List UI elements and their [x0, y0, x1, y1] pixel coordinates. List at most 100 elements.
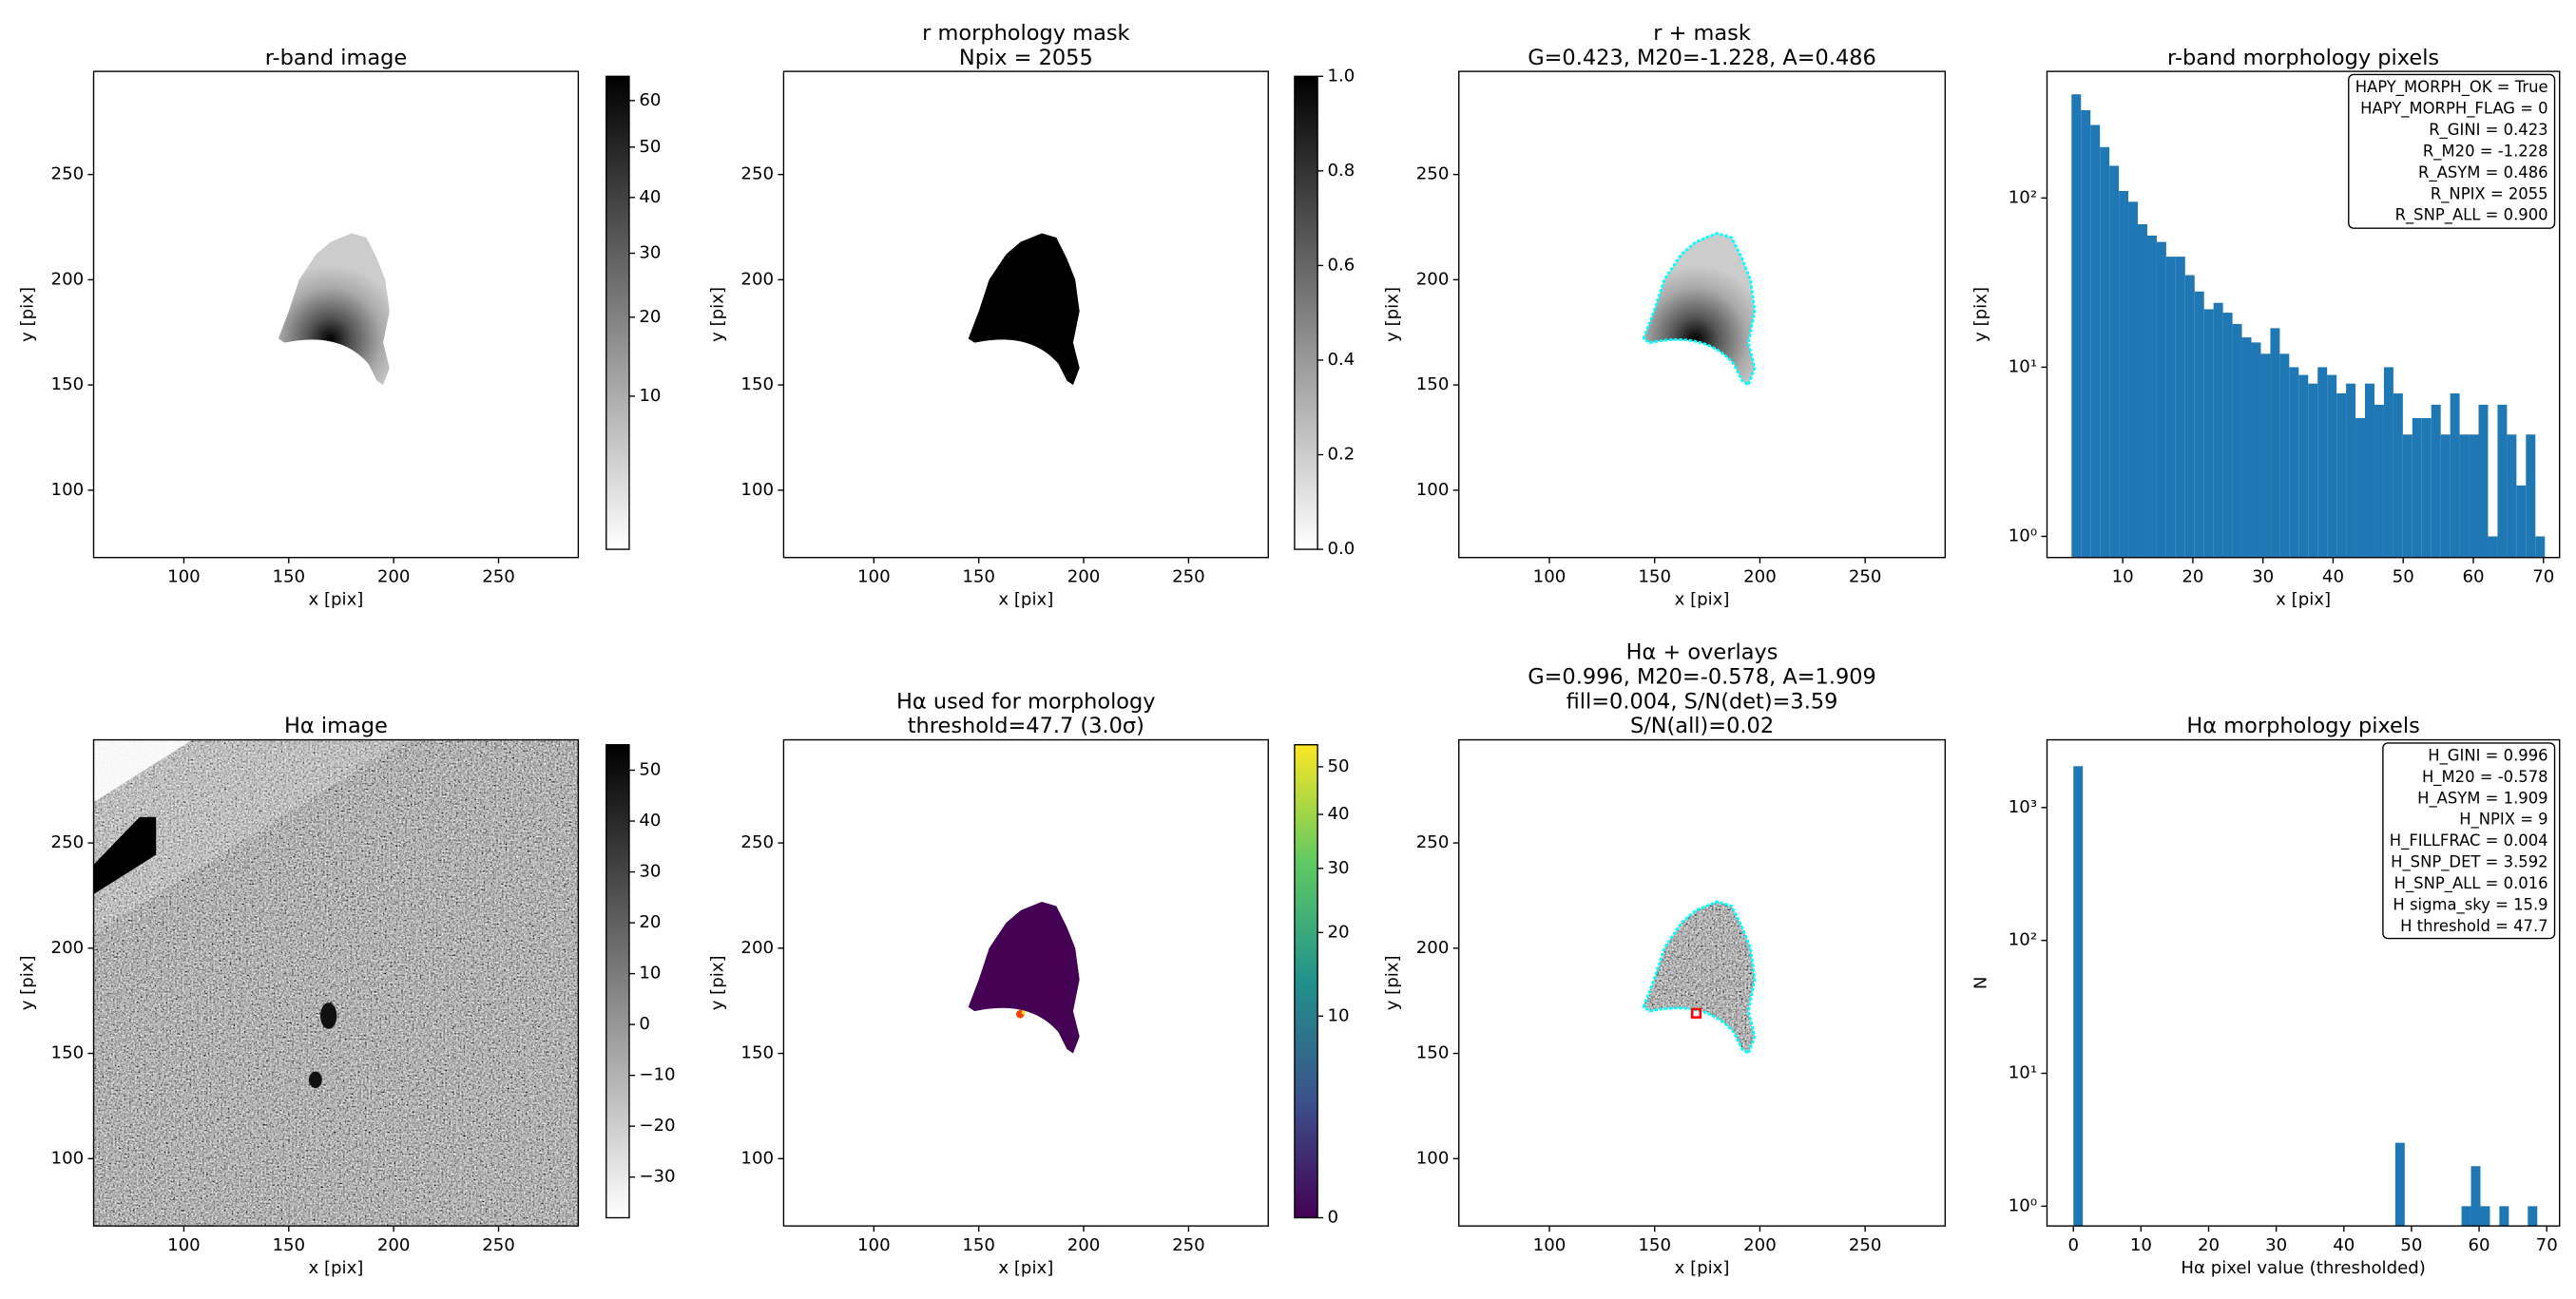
x-tick-label: 100: [1533, 1235, 1567, 1255]
colorbar-tick-label: 10: [639, 386, 661, 406]
y-axis-label: N: [1970, 977, 1990, 990]
axes-frame: [92, 738, 580, 1227]
panel-title: Hα + overlays: [1626, 640, 1778, 664]
x-tick-label: 150: [1638, 566, 1671, 586]
x-axis-label: x [pix]: [308, 590, 363, 610]
bar: [2317, 367, 2328, 558]
bar: [2480, 1206, 2490, 1227]
bar: [2175, 257, 2185, 558]
bar: [2298, 374, 2309, 558]
y-tick-label: 150: [1416, 1043, 1450, 1063]
colorbar-tick-label: 60: [639, 90, 661, 110]
colorbar-tick-label: 40: [639, 187, 661, 207]
bar: [2365, 383, 2374, 558]
stats-line: R_NPIX = 2055: [2431, 184, 2548, 203]
y-tick-label: 200: [740, 938, 774, 958]
colorbar-tick-label: 50: [639, 760, 661, 780]
stats-line: H_FILLFRAC = 0.004: [2390, 831, 2548, 850]
colorbar-tick-label: 10: [1327, 1005, 1349, 1025]
y-axis-label: y [pix]: [1970, 287, 1990, 342]
x-tick-label: 200: [1067, 1235, 1101, 1255]
x-tick-label: 100: [857, 1235, 891, 1255]
x-tick-label: 200: [1743, 566, 1777, 586]
y-tick-label: 10²: [2009, 187, 2037, 207]
x-tick-label: 250: [482, 566, 515, 586]
colorbar-tick-label: 10: [639, 964, 661, 984]
axes-frame: [92, 70, 580, 559]
y-tick-label: 10⁰: [2009, 525, 2037, 545]
stats-line: H_SNP_ALL = 0.016: [2394, 874, 2548, 893]
y-tick-label: 10²: [2009, 930, 2037, 950]
y-axis-label: y [pix]: [707, 955, 727, 1010]
x-tick-label: 150: [962, 566, 995, 586]
stats-line: R_M20 = -1.228: [2423, 142, 2548, 161]
x-axis-label: x [pix]: [998, 1258, 1053, 1278]
colorbar-tick-label: 0.4: [1327, 350, 1355, 370]
bar: [2194, 291, 2204, 558]
stats-box-frame: [2348, 73, 2556, 229]
y-tick-label: 10³: [2009, 797, 2037, 817]
bar: [2241, 337, 2252, 558]
stats-line: H_M20 = -0.578: [2422, 768, 2548, 787]
stats-line: HAPY_MORPH_OK = True: [2355, 78, 2548, 97]
bar: [2090, 124, 2101, 558]
x-tick-label: 40: [2333, 1235, 2355, 1255]
y-tick-label: 100: [51, 480, 85, 500]
bar: [2497, 404, 2508, 558]
colorbar-tick-label: 0: [1327, 1207, 1338, 1227]
colorbar: [1294, 75, 1318, 550]
stats-line: HAPY_MORPH_FLAG = 0: [2360, 99, 2547, 118]
x-tick-label: 60: [2462, 566, 2484, 586]
image-r-mask: [1642, 232, 1757, 387]
bar: [2374, 404, 2384, 558]
bar: [2469, 434, 2479, 558]
x-tick-label: 30: [2252, 566, 2274, 586]
bar: [2355, 418, 2366, 558]
x-axis-label: x [pix]: [1675, 590, 1730, 610]
bar: [2421, 418, 2432, 558]
y-axis-label: y [pix]: [707, 287, 727, 342]
x-tick-label: 30: [2265, 1235, 2287, 1255]
y-tick-label: 150: [1416, 374, 1450, 394]
panel-title: r + mask: [1653, 21, 1751, 46]
y-tick-label: 250: [1416, 832, 1450, 852]
x-tick-label: 250: [1849, 1235, 1882, 1255]
y-tick-label: 250: [1416, 164, 1450, 184]
axes-frame: [2046, 70, 2561, 559]
y-tick-label: 10¹: [2009, 1062, 2037, 1082]
y-tick-label: 250: [740, 164, 774, 184]
bar: [2488, 536, 2498, 558]
bar: [2251, 342, 2261, 558]
bar: [2327, 374, 2337, 558]
colorbar: [606, 75, 630, 550]
x-tick-label: 250: [1849, 566, 1882, 586]
bar: [2346, 383, 2356, 558]
bar: [2289, 367, 2299, 558]
panel-title: G=0.423, M20=-1.228, A=0.486: [1528, 46, 1876, 70]
colorbar-tick-label: 0.2: [1327, 445, 1355, 465]
colorbar-tick-label: −20: [639, 1116, 675, 1136]
x-tick-label: 150: [1638, 1235, 1671, 1255]
bar: [2156, 241, 2166, 558]
stats-line: H_NPIX = 9: [2459, 811, 2547, 830]
bar: [2128, 201, 2139, 558]
y-tick-label: 250: [740, 832, 774, 852]
image-r-band: [278, 233, 390, 386]
bar: [2383, 367, 2393, 558]
y-axis-label: y [pix]: [17, 287, 37, 342]
bar: [2081, 110, 2091, 558]
y-tick-label: 200: [51, 269, 85, 289]
bar: [2071, 94, 2082, 558]
colorbar-tick-label: 40: [1327, 804, 1349, 824]
colorbar-tick-label: 30: [1327, 858, 1349, 878]
bar: [2100, 146, 2110, 558]
x-tick-label: 50: [2393, 566, 2414, 586]
bar: [2440, 434, 2451, 558]
panel-title: r morphology mask: [922, 21, 1129, 46]
image-halpha: [93, 739, 579, 1227]
colorbar-tick-label: −30: [639, 1167, 675, 1187]
y-tick-label: 200: [740, 269, 774, 289]
y-tick-label: 100: [740, 480, 774, 500]
bar: [2109, 165, 2120, 558]
